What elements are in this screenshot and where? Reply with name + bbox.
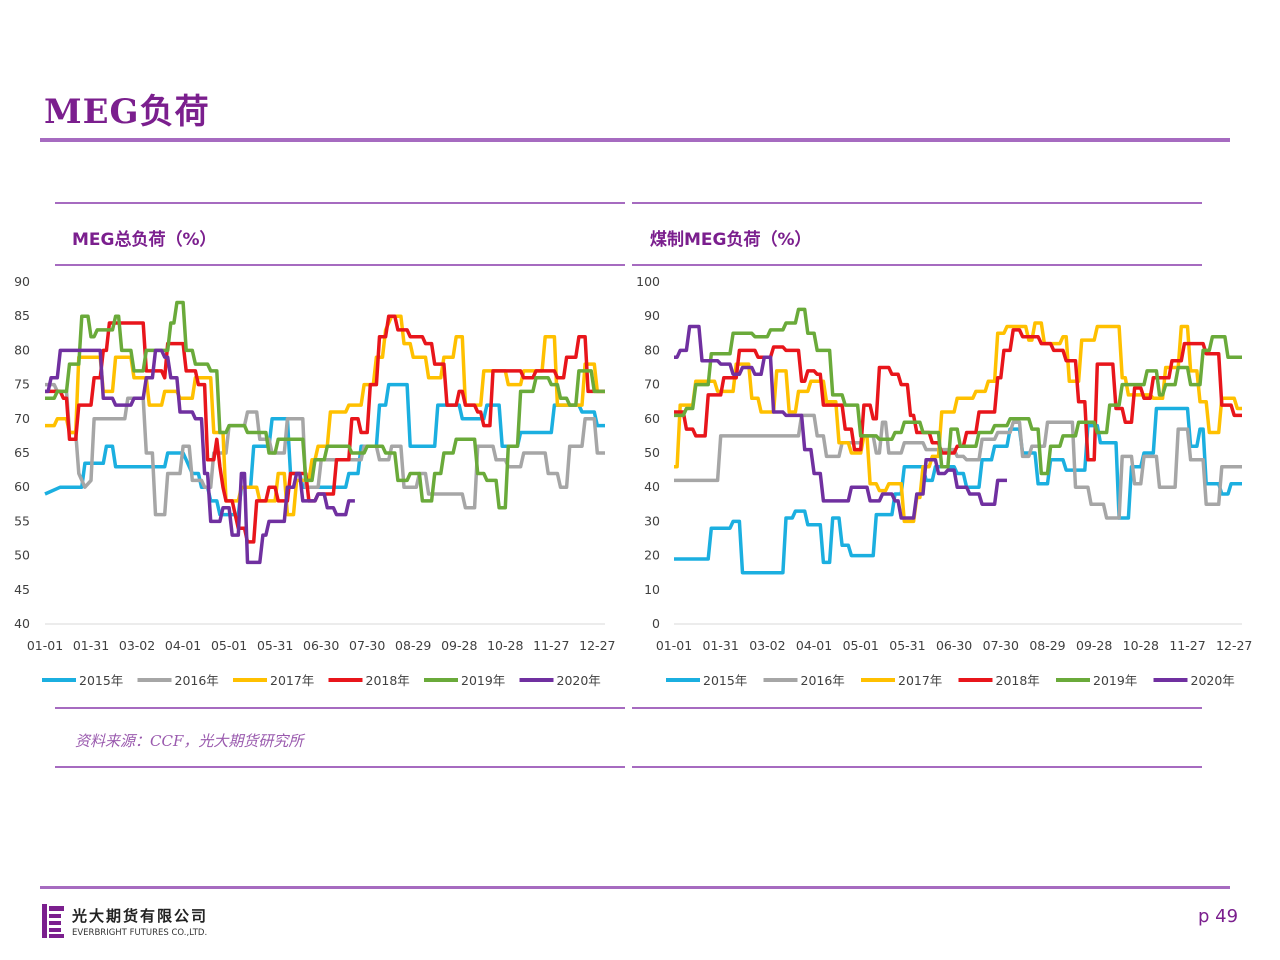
meg-total-load-chart: 40 45 50 55 60 65 70 75 80 85 90 01-01 01-31 03-02 04-…	[14, 274, 615, 688]
coal-meg-load-chart: 0 10 20 30 40 50 60 70 80 90 100 01-01 01-31 03-02 04-…	[636, 274, 1252, 688]
series-line-2020年	[674, 324, 1007, 520]
series-line-2017年	[45, 314, 605, 517]
legend-label: 2018年	[366, 673, 410, 688]
company-logo	[42, 904, 64, 938]
page-title: MEG负荷	[44, 92, 210, 132]
footer-rule	[40, 886, 1230, 889]
y-tick-label: 90	[644, 308, 660, 323]
legend-label: 2016年	[801, 673, 845, 688]
x-tick-label: 05-01	[211, 638, 247, 653]
x-tick-label: 03-02	[119, 638, 155, 653]
right-panel-title: 煤制MEG负荷（%）	[650, 230, 812, 250]
y-tick-label: 50	[14, 548, 30, 563]
x-tick-label: 10-28	[487, 638, 523, 653]
legend-label: 2018年	[996, 673, 1040, 688]
y-tick-label: 50	[644, 445, 660, 460]
y-tick-label: 70	[14, 411, 30, 426]
x-tick-label: 01-31	[73, 638, 109, 653]
y-tick-label: 75	[14, 377, 30, 392]
legend-label: 2020年	[1191, 673, 1235, 688]
x-tick-label: 05-31	[257, 638, 293, 653]
x-tick-label: 11-27	[533, 638, 569, 653]
series-line-2017年	[674, 321, 1242, 524]
y-tick-label: 55	[14, 513, 30, 528]
series-line-2019年	[674, 307, 1242, 476]
page-number: p 49	[1198, 906, 1239, 927]
y-tick-label: 65	[14, 445, 30, 460]
left-panel-end-rule	[55, 766, 625, 768]
y-tick-label: 85	[14, 308, 30, 323]
right-panel-bottom-rule	[632, 707, 1202, 709]
company-name-en: EVERBRIGHT FUTURES CO.,LTD.	[72, 928, 208, 938]
x-tick-label: 06-30	[303, 638, 339, 653]
y-tick-label: 20	[644, 548, 660, 563]
x-tick-label: 01-01	[656, 638, 692, 653]
legend-label: 2015年	[79, 673, 123, 688]
x-tick-label: 08-29	[1029, 638, 1065, 653]
x-tick-label: 01-31	[703, 638, 739, 653]
legend-label: 2019年	[1093, 673, 1137, 688]
left-panel-top-rule	[55, 202, 625, 204]
legend-label: 2017年	[270, 673, 314, 688]
company-name-cn: 光大期货有限公司	[72, 907, 209, 925]
x-tick-label: 08-29	[395, 638, 431, 653]
y-tick-label: 100	[636, 274, 660, 289]
right-panel-top-rule	[632, 202, 1202, 204]
y-tick-label: 60	[644, 411, 660, 426]
x-tick-label: 05-01	[843, 638, 879, 653]
series-line-2019年	[45, 300, 605, 510]
x-tick-label: 07-30	[349, 638, 385, 653]
x-tick-label: 03-02	[749, 638, 785, 653]
y-tick-label: 45	[14, 582, 30, 597]
y-tick-label: 70	[644, 377, 660, 392]
x-tick-label: 12-27	[1216, 638, 1252, 653]
y-tick-label: 80	[14, 342, 30, 357]
legend-label: 2016年	[175, 673, 219, 688]
x-tick-label: 05-31	[889, 638, 925, 653]
x-tick-label: 04-01	[796, 638, 832, 653]
x-tick-label: 01-01	[27, 638, 63, 653]
legend-label: 2017年	[898, 673, 942, 688]
logo-mark-icon	[42, 904, 64, 938]
y-tick-label: 60	[14, 479, 30, 494]
x-tick-label: 10-28	[1123, 638, 1159, 653]
x-tick-label: 04-01	[165, 638, 201, 653]
right-panel-title-rule	[632, 264, 1202, 266]
series-line-2015年	[674, 406, 1242, 575]
y-tick-label: 30	[644, 513, 660, 528]
y-tick-label: 0	[652, 616, 660, 631]
y-tick-label: 80	[644, 342, 660, 357]
y-tick-label: 40	[644, 479, 660, 494]
left-panel-bottom-rule	[55, 707, 625, 709]
x-tick-label: 09-28	[1076, 638, 1112, 653]
left-panel-title-rule	[55, 264, 625, 266]
x-tick-label: 11-27	[1169, 638, 1205, 653]
series-line-2020年	[45, 348, 355, 565]
right-panel-end-rule	[632, 766, 1202, 768]
y-tick-label: 40	[14, 616, 30, 631]
legend-label: 2019年	[461, 673, 505, 688]
y-tick-label: 90	[14, 274, 30, 289]
legend-label: 2020年	[557, 673, 601, 688]
x-tick-label: 07-30	[983, 638, 1019, 653]
left-panel-title: MEG总负荷（%）	[72, 230, 217, 250]
x-tick-label: 09-28	[441, 638, 477, 653]
title-rule	[40, 138, 1230, 142]
source-note: 资料来源：CCF，光大期货研究所	[75, 732, 304, 750]
y-tick-label: 10	[644, 582, 660, 597]
x-tick-label: 06-30	[936, 638, 972, 653]
legend-label: 2015年	[703, 673, 747, 688]
x-tick-label: 12-27	[579, 638, 615, 653]
